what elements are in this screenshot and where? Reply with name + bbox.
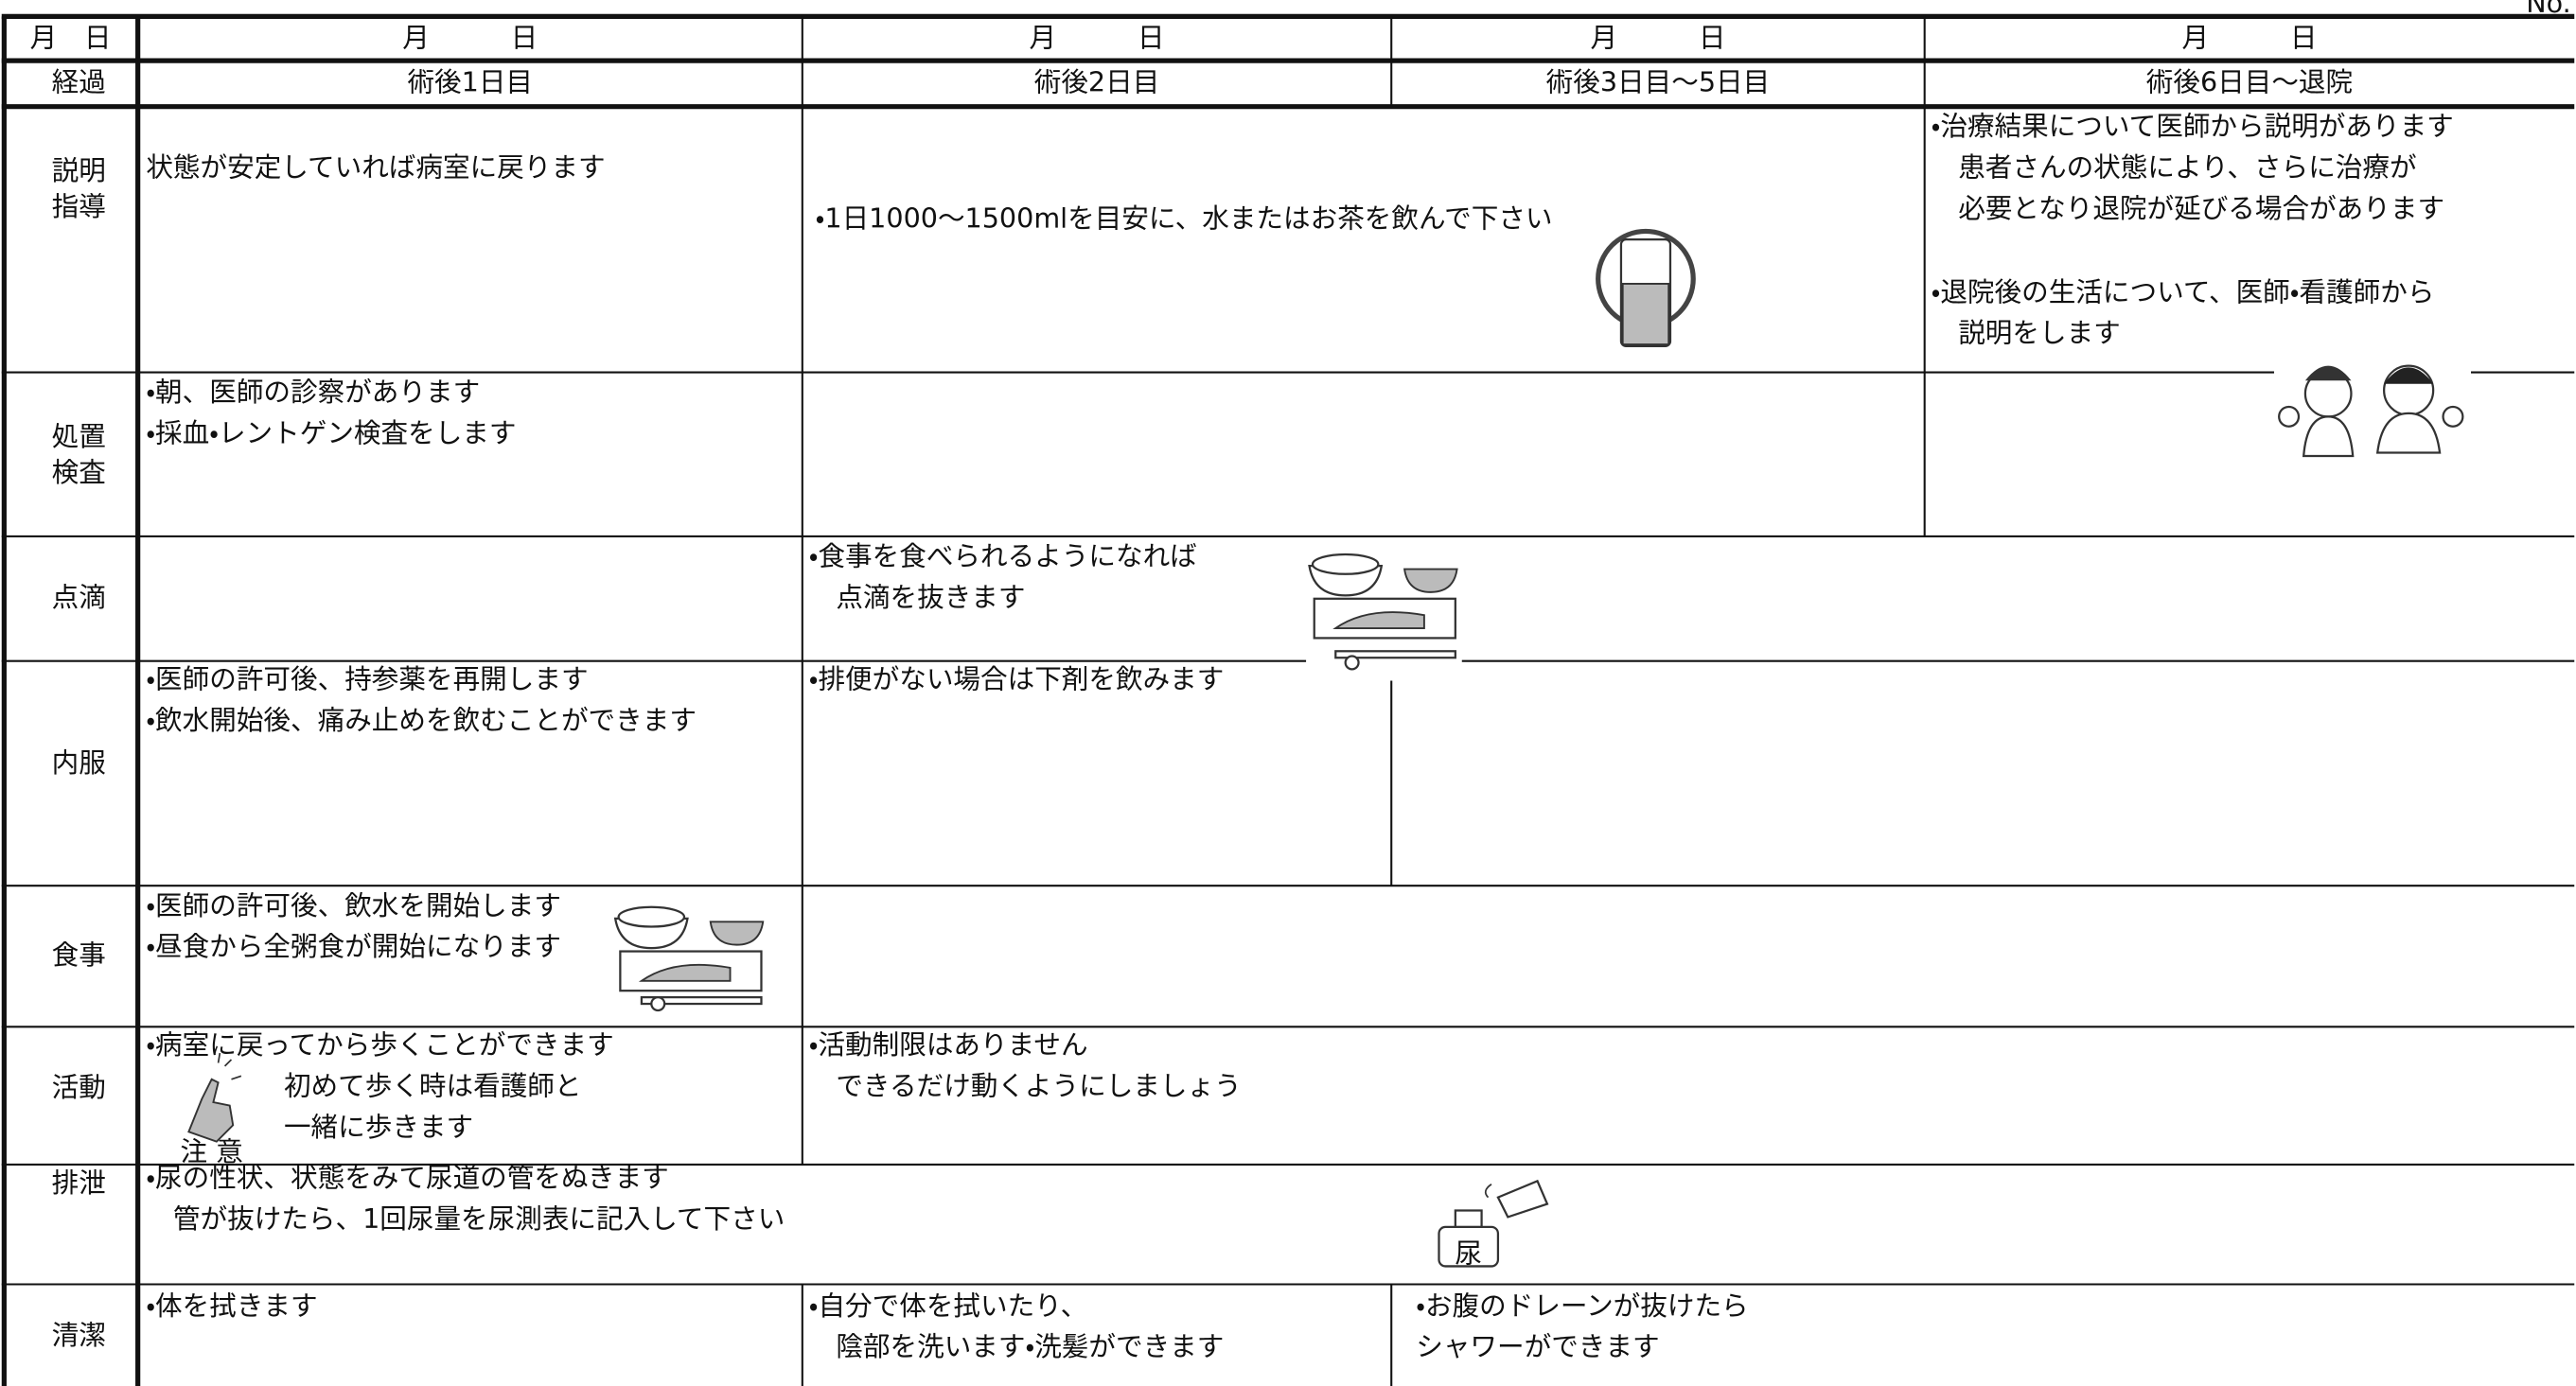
meal-tray-icon — [1308, 553, 1458, 671]
cell-text: 状態が安定していれば病室に戻ります — [146, 151, 605, 184]
caution-finger-icon — [187, 1052, 242, 1143]
cell-text: ・自分で体を拭いたり、 — [809, 1290, 1088, 1322]
row-label: 処置 — [52, 420, 106, 452]
progress-cell: 術後1日目 — [407, 65, 533, 97]
cell-text: ・病室に戻ってから歩くことができます — [146, 1028, 613, 1061]
progress-cell: 術後2日目 — [1034, 65, 1160, 97]
cell-text: ・医師の許可後、持参薬を再開します — [146, 662, 588, 694]
table-grid — [1, 13, 2575, 1386]
cell-text: シャワーができます — [1416, 1330, 1659, 1362]
cell-text: ・採血・レントゲン検査をします — [146, 416, 516, 448]
cell-text: ・1日1000～1500mlを目安に、水またはお茶を飲んで下さい — [816, 202, 1553, 234]
cell-text: 患者さんの状態により、さらに治療が — [1932, 151, 2417, 184]
date-cell: 月 日 — [402, 22, 538, 54]
progress-label: 経過 — [52, 65, 106, 97]
cell-text: 必要となり退院が延びる場合があります — [1932, 192, 2444, 224]
cell-text: ・尿の性状、状態をみて尿道の管をぬきます — [146, 1162, 668, 1194]
row-label: 内服 — [52, 746, 106, 779]
meal-tray-icon — [613, 905, 765, 1012]
page-number: No. — [2526, 0, 2570, 19]
cell-text: 点滴を抜きます — [809, 581, 1026, 613]
cell-text: ・食事を食べられるようになれば — [809, 539, 1197, 571]
cell-text: ・朝、医師の診察があります — [146, 376, 480, 408]
date-label: 月 日 — [30, 22, 112, 54]
row-label: 排泄 — [52, 1167, 106, 1199]
date-cell: 月 日 — [1590, 22, 1725, 54]
urine-bottle-icon — [1438, 1179, 1549, 1268]
icon-caption: 尿 — [1455, 1237, 1482, 1269]
row-label: 指導 — [52, 190, 106, 222]
icon-caption: 注 意 — [181, 1135, 243, 1167]
row-label: 清潔 — [52, 1319, 106, 1351]
cell-text: 説明をします — [1932, 317, 2121, 349]
cell-text: ・お腹のドレーンが抜けたら — [1416, 1290, 1748, 1322]
date-cell: 月 日 — [2181, 22, 2317, 54]
water-glass-icon — [1596, 228, 1696, 347]
cell-text: ・飲水開始後、痛み止めを飲むことができます — [146, 704, 697, 736]
row-label: 点滴 — [52, 581, 106, 613]
cell-text: 管が抜けたら、1回尿量を尿測表に記入して下さい — [146, 1202, 785, 1235]
cell-text: ・排便がない場合は下剤を飲みます — [809, 662, 1225, 694]
cell-text: 初めて歩く時は看護師と — [284, 1069, 582, 1101]
cell-text: ・医師の許可後、飲水を開始します — [146, 889, 561, 921]
cell-text: ・昼食から全粥食が開始になります — [146, 930, 561, 962]
row-label: 活動 — [52, 1071, 106, 1103]
progress-cell: 術後3日目～5日目 — [1546, 65, 1771, 97]
cell-text: 一緒に歩きます — [284, 1111, 473, 1143]
row-label: 説明 — [52, 154, 106, 186]
cell-text: できるだけ動くようにしましょう — [809, 1069, 1242, 1101]
row-label: 検査 — [52, 456, 106, 488]
progress-cell: 術後6日目～退院 — [2146, 65, 2353, 97]
cell-text: ・退院後の生活について、医師・看護師から — [1932, 275, 2435, 307]
row-label: 食事 — [52, 939, 106, 971]
date-cell: 月 日 — [1030, 22, 1165, 54]
cell-text: ・治療結果について医師から説明があります — [1932, 110, 2454, 142]
cell-text: 陰部を洗います・洗髪ができます — [809, 1330, 1225, 1362]
cell-text: ・体を拭きます — [146, 1290, 317, 1322]
nurse-doctor-icon — [2278, 364, 2464, 458]
cell-text: ・活動制限はありません — [809, 1028, 1088, 1061]
